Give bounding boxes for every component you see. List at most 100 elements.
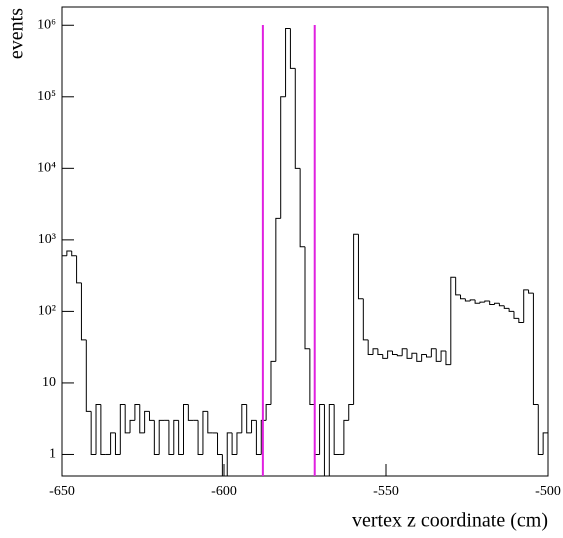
y-tick-label: 1 <box>49 447 56 462</box>
histogram-bin <box>479 301 485 304</box>
histogram-bin <box>319 403 325 455</box>
histogram-bin <box>246 404 252 434</box>
y-tick-label: 10⁴ <box>37 161 56 176</box>
histogram-bin <box>66 250 72 256</box>
histogram-bin <box>328 403 335 476</box>
histogram-bin <box>76 255 82 284</box>
histogram-bin <box>523 289 529 323</box>
histogram-bin <box>484 300 490 303</box>
histogram-bin <box>178 420 184 455</box>
histogram-bin <box>435 348 442 362</box>
histogram-bin <box>416 353 422 362</box>
histogram-bin <box>119 403 126 455</box>
histogram-bin <box>80 282 87 341</box>
y-tick-label: 10⁵ <box>37 89 56 104</box>
histogram-bin <box>503 305 510 309</box>
histogram-bin <box>90 411 97 455</box>
histogram-bin <box>217 432 223 455</box>
histogram-bin <box>294 68 301 169</box>
histogram-bin <box>148 411 155 421</box>
histogram-bin <box>144 410 150 433</box>
histogram-bin <box>187 404 194 421</box>
y-tick-label: 10² <box>38 304 56 319</box>
x-tick-label: -500 <box>535 484 561 499</box>
histogram-bin <box>421 353 427 362</box>
histogram-bin <box>460 294 466 300</box>
histogram-bin <box>498 303 505 307</box>
x-tick-label: -650 <box>49 484 75 499</box>
histogram-bin <box>110 432 116 455</box>
histogram-bin <box>513 311 519 319</box>
histogram-bin <box>401 348 408 356</box>
y-tick-label: 10 <box>42 375 56 390</box>
histogram-bin <box>343 419 349 455</box>
histogram-bin <box>270 360 276 405</box>
y-axis-label: events <box>6 8 28 59</box>
histogram-bin <box>469 299 476 301</box>
histogram-bin <box>260 419 267 455</box>
histogram-bin <box>61 255 67 476</box>
histogram-bin <box>275 217 281 362</box>
x-tick-label: -550 <box>373 484 399 499</box>
histogram-bin <box>528 289 534 294</box>
histogram-bin <box>173 419 179 455</box>
histogram-bin <box>406 348 412 359</box>
histogram-bin <box>95 403 101 455</box>
histogram-bin <box>348 403 354 421</box>
frame <box>61 6 549 477</box>
histogram-bin <box>265 403 271 421</box>
histogram-bin <box>445 350 451 366</box>
histogram-bin <box>226 432 233 476</box>
histogram-bin <box>455 277 461 296</box>
histogram-bin <box>304 246 310 350</box>
histogram-bin <box>299 168 305 248</box>
histogram-bin <box>323 404 330 477</box>
histogram-bin <box>411 352 417 359</box>
histogram-bin <box>236 432 242 455</box>
histogram-bin <box>396 354 403 357</box>
histogram-bin <box>255 420 262 455</box>
histogram-bin <box>158 419 165 455</box>
histogram-bin <box>285 28 291 97</box>
histogram-bin <box>183 403 189 455</box>
histogram-bin <box>489 300 495 305</box>
x-tick-label: -600 <box>211 484 237 499</box>
histogram-bin <box>134 403 140 421</box>
histogram-bin <box>289 28 296 69</box>
y-tick-label: 10³ <box>38 232 56 247</box>
x-axis-label: vertex z coordinate (cm) <box>352 510 548 532</box>
histogram-bin <box>280 96 286 219</box>
histogram-bin <box>197 420 203 455</box>
histogram-bin <box>532 293 539 405</box>
histogram-bin <box>202 410 208 455</box>
histogram-bin <box>372 348 378 355</box>
histogram-bin <box>85 339 92 412</box>
y-tick-label: 10⁶ <box>37 17 56 32</box>
histogram-bin <box>440 350 446 362</box>
histogram-bin <box>221 454 228 477</box>
histogram-bin <box>153 420 160 455</box>
histogram-bin <box>518 318 524 323</box>
histogram-bin <box>168 420 174 455</box>
histogram-bin <box>367 339 374 355</box>
histogram-bin <box>124 404 131 434</box>
histogram-bin <box>71 250 77 257</box>
histogram-bin <box>426 354 432 358</box>
histogram-bin <box>387 350 393 359</box>
histogram-bin <box>362 298 369 341</box>
histogram-bin <box>241 403 247 433</box>
histogram-bin <box>207 411 213 434</box>
histogram-bin <box>542 432 548 455</box>
histogram-bin <box>537 404 544 455</box>
histogram-bin <box>114 432 121 455</box>
histogram-bin <box>231 432 237 455</box>
histogram-bin <box>357 234 364 300</box>
histogram-bin <box>377 348 383 355</box>
histogram-bin <box>309 348 315 405</box>
histogram-bin <box>129 419 135 433</box>
histogram-bin <box>450 276 456 365</box>
histogram-bin <box>430 348 437 358</box>
histogram-bin <box>251 419 257 433</box>
histogram-bin <box>139 404 145 434</box>
